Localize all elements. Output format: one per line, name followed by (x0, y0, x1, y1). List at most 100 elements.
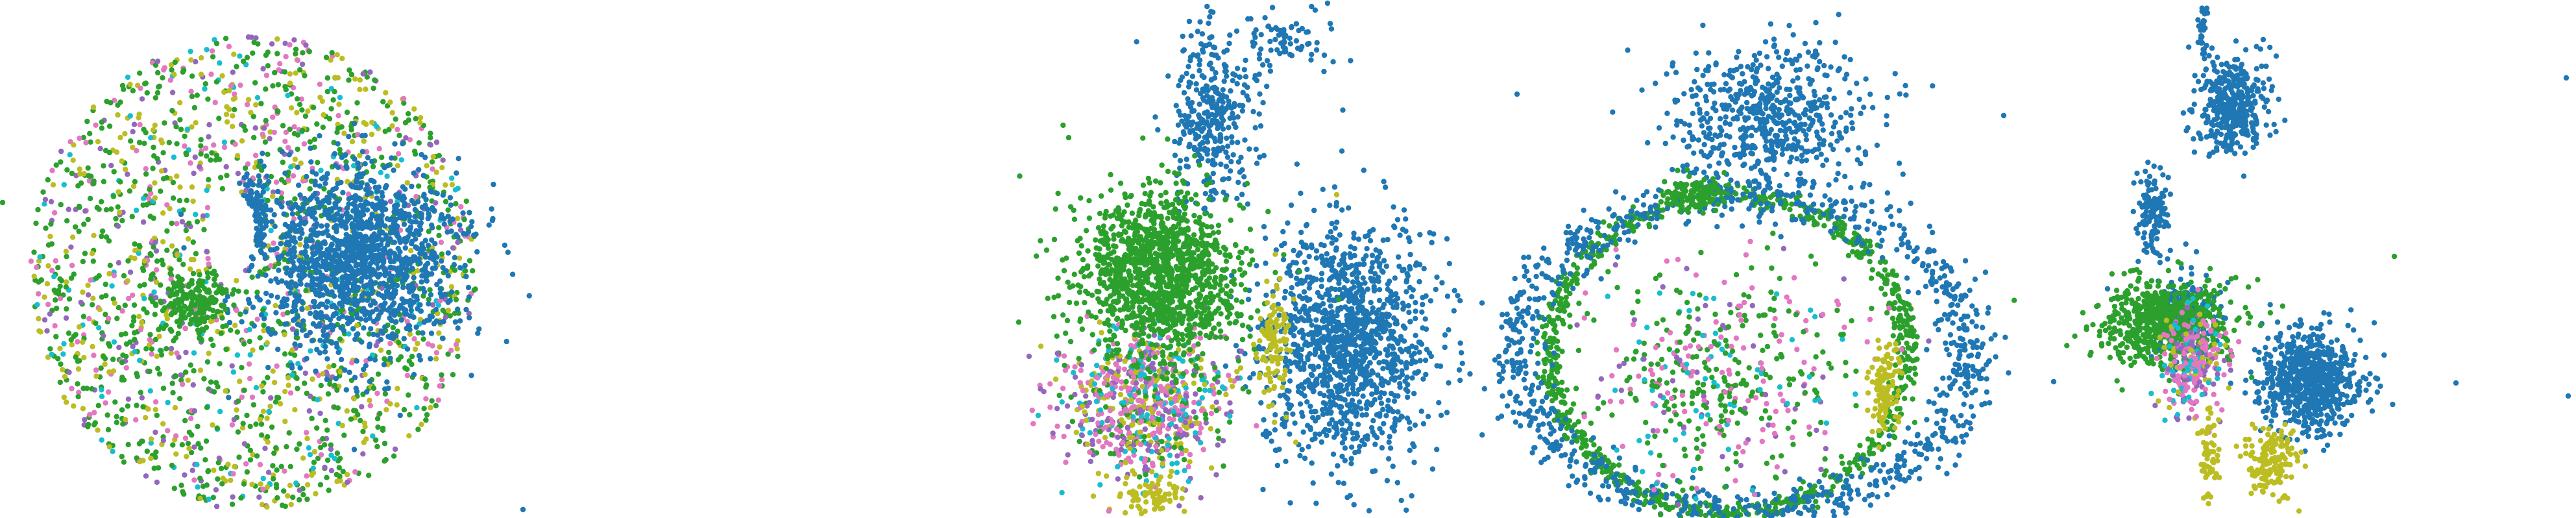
data-point-blue (329, 272, 335, 278)
data-point-olive (234, 407, 239, 413)
data-point-green (155, 69, 161, 76)
data-point-blue (1324, 251, 1330, 257)
data-point-green (167, 271, 173, 277)
data-point-blue (401, 221, 407, 227)
data-point-green (185, 441, 191, 447)
data-point-green (291, 352, 298, 358)
data-point-olive (361, 439, 367, 445)
data-point-blue (1318, 277, 1324, 283)
data-point-blue (298, 250, 304, 256)
data-point-blue (414, 297, 420, 302)
data-point-green (231, 302, 237, 308)
data-point-blue (1379, 268, 1385, 274)
data-point-blue (1442, 344, 1448, 351)
data-point-green (377, 410, 383, 417)
data-point-green (372, 77, 378, 83)
data-point-olive (44, 281, 51, 287)
data-point-blue (1306, 253, 1312, 260)
data-point-olive (152, 235, 158, 241)
data-point-blue (1342, 397, 1348, 403)
data-point-olive (156, 333, 162, 339)
data-point-blue (409, 265, 415, 271)
data-point-green (176, 323, 183, 329)
data-point-pink (106, 315, 112, 321)
data-point-pink (147, 337, 152, 343)
data-point-blue (1394, 480, 1400, 486)
data-point-green (330, 97, 336, 103)
data-point-blue (1325, 327, 1331, 333)
data-point-blue (354, 238, 360, 245)
data-point-blue (1360, 393, 1366, 399)
data-point-green (92, 420, 98, 426)
data-point-blue (1362, 434, 1368, 440)
data-point-blue (1424, 347, 1430, 352)
data-point-green (250, 402, 257, 408)
data-point-green (160, 325, 167, 332)
data-point-blue (343, 249, 350, 254)
data-point-blue (1296, 293, 1303, 299)
data-point-green (348, 416, 354, 422)
data-point-green (182, 417, 188, 424)
data-point-blue (1387, 278, 1392, 284)
data-point-cyan (217, 60, 223, 66)
data-point-green (220, 323, 226, 330)
data-point-olive (411, 106, 417, 112)
data-point-green (315, 160, 321, 166)
data-point-purple (191, 170, 197, 177)
data-point-cyan (125, 74, 131, 80)
data-point-blue (415, 258, 420, 264)
data-point-pink (51, 210, 58, 216)
data-point-blue (419, 152, 424, 158)
data-point-green (428, 135, 433, 141)
data-point-blue (1359, 308, 1365, 314)
data-point-blue (468, 373, 474, 378)
data-point-blue (367, 378, 372, 384)
data-point-green (265, 151, 271, 157)
data-point-blue (317, 133, 322, 139)
data-point-purple (154, 479, 160, 486)
data-point-blue (275, 347, 281, 352)
data-point-olive (282, 389, 288, 395)
data-point-olive (287, 80, 293, 86)
data-point-green (240, 58, 247, 64)
data-point-olive (60, 367, 66, 373)
data-point-pink (164, 202, 170, 208)
data-point-green (152, 95, 158, 101)
data-point-blue (1446, 380, 1452, 386)
data-point-blue (1374, 386, 1379, 393)
data-point-green (121, 273, 127, 278)
data-point-green (443, 199, 449, 204)
data-point-blue (346, 196, 352, 202)
data-point-pink (93, 122, 99, 128)
data-point-green (280, 159, 286, 166)
data-point-olive (288, 502, 294, 508)
data-point-pink (83, 140, 89, 146)
data-point-blue (1381, 301, 1387, 308)
data-point-olive (153, 279, 160, 285)
data-point-green (195, 327, 201, 333)
data-point-green (106, 238, 112, 244)
data-point-blue (407, 302, 413, 309)
data-point-green (259, 167, 265, 173)
data-point-olive (75, 366, 82, 372)
data-point-green (268, 173, 274, 180)
data-point-olive (45, 263, 51, 269)
data-point-blue (1305, 343, 1311, 349)
data-point-green (461, 216, 467, 223)
data-point-green (452, 310, 458, 316)
data-point-blue (423, 277, 429, 284)
data-point-green (282, 351, 288, 357)
data-point-blue (1318, 439, 1325, 445)
data-point-blue (1337, 232, 1343, 238)
data-point-green (415, 330, 421, 336)
data-point-blue (1391, 204, 1396, 210)
data-point-blue (369, 158, 375, 165)
data-point-green (239, 365, 245, 371)
data-point-purple (68, 244, 74, 250)
data-point-blue (384, 216, 391, 222)
data-point-blue (411, 275, 417, 280)
data-point-blue (1348, 358, 1354, 364)
data-point-blue (397, 412, 403, 419)
data-point-blue (297, 365, 303, 371)
data-point-green (314, 121, 320, 127)
